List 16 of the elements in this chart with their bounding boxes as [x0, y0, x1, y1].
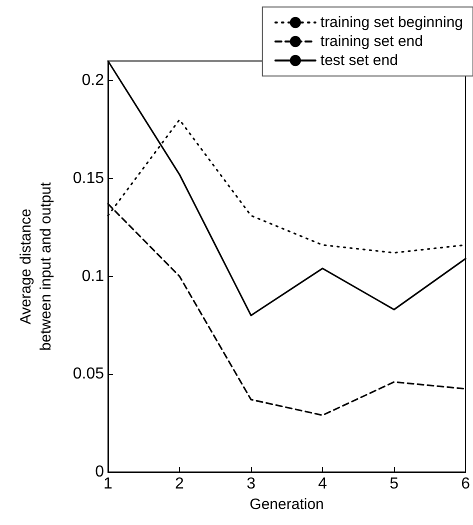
x-tick-label: 6	[461, 476, 470, 492]
legend-label: training set end	[320, 33, 423, 50]
y-tick-label: 0.1	[82, 268, 104, 285]
x-tick-label: 5	[390, 476, 399, 492]
legend-label: test set end	[320, 52, 398, 69]
x-axis-title: Generation	[250, 496, 324, 513]
legend-label: training set beginning	[320, 14, 464, 31]
x-tick-label: 1	[104, 476, 113, 492]
x-tick-label: 2	[175, 476, 184, 492]
y-tick-label: 0.2	[82, 72, 104, 90]
y-axis-title: Average distance between input and output	[18, 181, 54, 351]
y-tick-label: 0.05	[72, 366, 104, 383]
x-tick-label: 3	[246, 476, 256, 492]
y-tick-label: 0.15	[72, 170, 104, 187]
y-tick-label: 0	[95, 464, 104, 480]
x-tick-label: 4	[318, 476, 328, 492]
